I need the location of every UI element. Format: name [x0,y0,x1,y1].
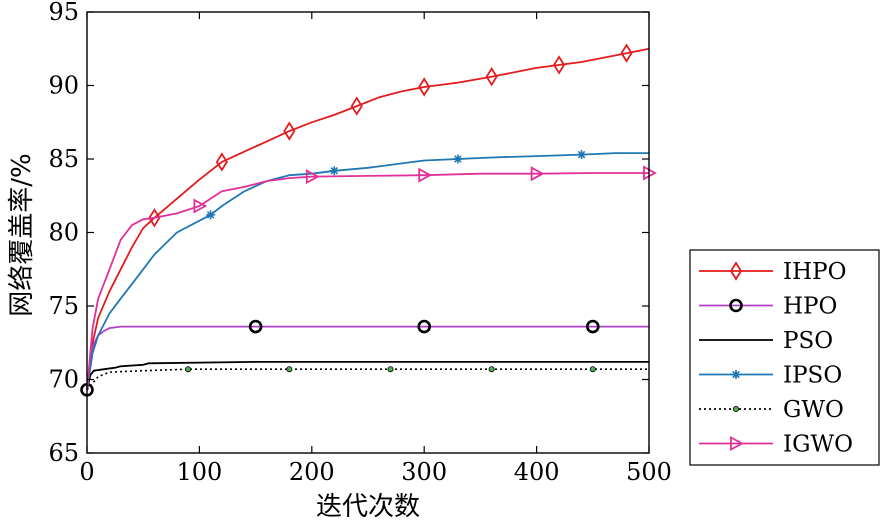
plot-frame [86,11,650,454]
x-tick-label-3: 300 [401,458,447,486]
y-tick-label-6: 95 [48,0,79,26]
x-tick-label-4: 400 [514,458,560,486]
series-marker-ipso-3 [577,150,587,160]
x-tick-label-0: 0 [79,458,94,486]
legend-marker-igwo [730,435,744,452]
series-marker-gwo-2 [387,366,394,373]
legend: IHPO HPO PSO IPSO GWO IGWO [689,249,880,466]
series-line-hpo [86,325,649,390]
y-tick-label-5: 90 [48,72,79,100]
series-marker-ihpo-3 [350,96,363,116]
series-line-pso [86,360,649,391]
y-tick-label-0: 65 [48,439,79,467]
legend-box [689,249,880,466]
series-marker-hpo-3 [585,319,600,334]
x-tick-label-5: 500 [626,458,672,486]
legend-label-ipso: IPSO [783,363,842,389]
series-marker-ipso-0 [206,210,216,220]
series-marker-ipso-1 [329,166,339,176]
series-marker-hpo-1 [248,319,263,334]
legend-marker-hpo [729,298,743,313]
plot-area [80,43,657,397]
series-marker-gwo-3 [488,366,495,373]
series-line-ihpo [86,47,650,390]
legend-marker-ipso [731,370,741,379]
legend-marker-gwo [733,405,740,412]
legend-label-pso: PSO [783,328,833,354]
series-line-gwo [86,368,649,391]
series-marker-ihpo-2 [283,121,296,141]
y-axis-label: 网络覆盖率/% [7,153,37,316]
series-marker-ipso-2 [453,154,463,164]
series-line-ipso [86,152,649,390]
x-tick-label-1: 100 [176,458,222,486]
y-tick-label-3: 80 [48,219,79,247]
series-marker-hpo-2 [417,319,432,334]
series-marker-gwo-4 [589,366,596,373]
series-marker-ihpo-4 [418,77,431,97]
legend-label-gwo: GWO [783,397,844,423]
series-marker-igwo-3 [530,166,545,182]
series-marker-igwo-0 [193,198,208,214]
y-tick-label-1: 70 [48,366,79,394]
y-tick-label-2: 75 [48,292,79,320]
series-marker-ihpo-1 [215,152,228,172]
series-marker-ihpo-5 [485,66,498,87]
series-marker-ihpo-7 [620,43,633,63]
legend-label-hpo: HPO [783,294,837,320]
series-marker-igwo-2 [418,167,433,183]
axes: 0 100 200 300 400 500 65 70 75 80 85 90 95 [48,0,671,486]
series-marker-ihpo-0 [148,208,161,228]
legend-label-igwo: IGWO [783,432,853,458]
y-tick-label-4: 85 [48,145,79,173]
series-marker-igwo-1 [305,169,320,185]
series-line-igwo [86,172,649,390]
series-marker-gwo-0 [185,366,192,373]
x-axis-label: 迭代次数 [316,492,420,521]
series-marker-ihpo-6 [553,55,566,75]
x-tick-label-2: 200 [289,458,335,486]
series-marker-gwo-1 [286,366,293,373]
legend-label-ihpo: IHPO [783,259,846,285]
legend-marker-ihpo [729,261,743,281]
